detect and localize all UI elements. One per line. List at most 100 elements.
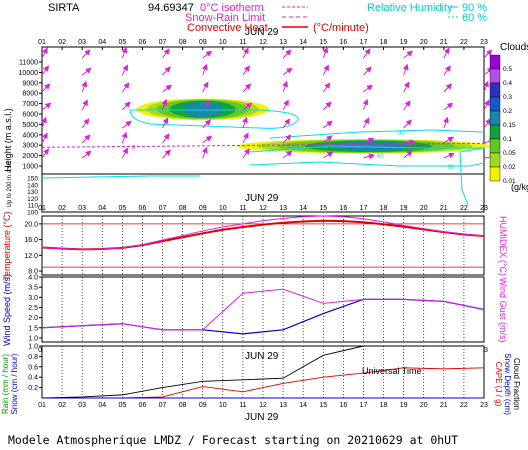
hour-top-17: 17 (360, 39, 368, 46)
cloud-colorbar: 0.5 0.4 0.3 0.2 0.15 0.1 0.05 0.02 0.01 (489, 54, 516, 185)
wind-arrow-30 (202, 81, 209, 93)
colorbar-label-6: 0.05 (503, 150, 516, 157)
wind-arrow-32 (202, 119, 212, 129)
rain-ylabel: Rain (mm / hour) (1, 354, 10, 414)
hour-top-07: 07 (159, 39, 167, 46)
panel-precip-ytick-label-1.0: 1.0 (28, 344, 38, 351)
panel-precip-hour-06: 06 (139, 402, 147, 409)
hour-mid-16: 16 (339, 205, 347, 212)
wind-arrow-13 (81, 150, 92, 159)
wind-arrow-31 (202, 100, 210, 111)
wind-arrow-49 (322, 46, 329, 59)
wind-arrow-55 (323, 151, 334, 159)
panel-precip-hour-10: 10 (219, 402, 227, 409)
hour-top-09: 09 (199, 39, 207, 46)
hour-top-10: 10 (219, 39, 227, 46)
panel-precip-hour-09: 09 (199, 402, 207, 409)
height-tick-label-7000: 7000 (22, 101, 38, 108)
wind-arrow-73 (443, 102, 454, 111)
panel-precip-ytick-label-0.4: 0.4 (28, 375, 38, 382)
panel-temp-ytick-label-12.0: 12.0 (24, 253, 38, 260)
panel-wind-ytick-label-2.5: 2.5 (28, 305, 38, 312)
wind-arrow-42 (282, 49, 292, 59)
rh-contour-5 (459, 147, 485, 206)
panel-precip-hour-08: 08 (179, 402, 187, 409)
panel-temp-ytick-label-20.0: 20.0 (24, 221, 38, 228)
panel-precip-hour-13: 13 (279, 402, 287, 409)
legend-rh-90: 90 % (462, 2, 487, 14)
wind-arrow-28 (202, 50, 213, 59)
wind-arrow-3 (41, 102, 52, 111)
temp-ylabel: Temperature (°C) (2, 211, 12, 280)
hour-mid-17: 17 (360, 205, 368, 212)
panel-wind-ytick-label-2.0: 2.0 (28, 315, 38, 322)
hour-top-20: 20 (420, 39, 428, 46)
height-panel: 9060900110001000090008000700060005000400… (19, 39, 496, 217)
wind-arrow-25 (162, 117, 169, 129)
legend-rh-60: 60 % (462, 12, 487, 24)
hour-mid-21: 21 (440, 205, 448, 212)
panel-precip-hour-02: 02 (58, 402, 66, 409)
footer-title: Modele Atmospherique LMDZ / Forecast sta… (8, 433, 458, 447)
wind-arrow-8 (81, 67, 92, 76)
panel-precip-hour-01: 01 (38, 402, 46, 409)
panel-temp-ytick-label-8.0: 8.0 (28, 269, 38, 276)
wind-arrow-20 (121, 147, 128, 159)
wind-arrow-16 (121, 82, 130, 93)
wind-arrow-46 (282, 118, 291, 129)
colorbar-cell-7 (489, 152, 501, 168)
date-label-mid: JUN 29 (245, 193, 279, 204)
wind-arrow-19 (121, 131, 128, 144)
lowheight-tick-label-150: 150 (27, 176, 38, 183)
colorbar-cell-3 (489, 96, 501, 112)
colorbar-label-2: 0.3 (503, 94, 512, 101)
wind-arrow-4 (41, 116, 47, 129)
panel-precip-hour-18: 18 (380, 402, 388, 409)
legend-rh: Relative Humidity (367, 2, 453, 14)
wind-arrow-72 (443, 83, 453, 93)
wind-arrow-9 (81, 80, 88, 93)
wind-arrow-24 (161, 98, 168, 111)
wind-arrow-17 (122, 101, 131, 111)
date-label-wind: JUN 29 (245, 351, 279, 362)
wind-arrow-39 (242, 116, 248, 129)
precipitation-panel: 1.0 0.8 0.6 0.4 0.2 01 02 03 04 05 06 07 08 09 10 11 12 1… (28, 344, 488, 410)
lowheight-tick-label-100: 100 (27, 210, 38, 217)
hour-top-13: 13 (279, 39, 287, 46)
colorbar-label-4: 0.15 (503, 122, 516, 129)
panel-wind-ytick-label-4.0: 4.0 (28, 275, 38, 282)
height-tick-label-8000: 8000 (22, 91, 38, 98)
hour-top-21: 21 (440, 39, 448, 46)
height-tick-label-1000: 1000 (22, 164, 38, 171)
panel-temp-ytick-label-16.0: 16.0 (24, 237, 38, 244)
hour-top-14: 14 (299, 39, 307, 46)
rh-contour-2 (269, 129, 485, 139)
legend-isotherm: 0°C isotherm (200, 2, 264, 14)
temperature-panel: 20.0 16.0 12.0 8.0 (24, 215, 485, 276)
hour-top-11: 11 (239, 39, 246, 46)
hour-top-01: 01 (38, 39, 46, 46)
panel-precip-frame (41, 345, 485, 399)
wind-arrow-44 (282, 80, 288, 93)
wind-arrow-10 (81, 99, 88, 111)
date-label-top: JUN 29 (245, 27, 279, 38)
wind-arrow-43 (282, 67, 293, 76)
rh-label-90b: 90 (448, 165, 455, 171)
rh-contour-0 (41, 175, 200, 179)
wind-arrow-59 (362, 98, 369, 111)
colorbar-unit: (g/kg) (511, 182, 528, 192)
hour-mid-23: 23 (480, 205, 488, 212)
wind-arrow-64 (402, 63, 409, 76)
panel-wind-ytick-label-1.0: 1.0 (28, 335, 38, 342)
hour-mid-04: 04 (98, 205, 106, 212)
wind-arrow-81 (483, 118, 492, 129)
colorbar-cell-5 (489, 124, 501, 140)
panel-precip-ytick-label-0.2: 0.2 (28, 385, 38, 392)
wind-arrow-65 (403, 81, 410, 93)
wind-arrow-52 (322, 101, 332, 111)
wind-arrow-15 (121, 64, 128, 76)
panel-precip-ytick-label-0.8: 0.8 (28, 354, 38, 361)
hour-mid-14: 14 (299, 205, 307, 212)
snow-ylabel: Snow (cm / hour) (10, 353, 19, 414)
hour-top-23: 23 (480, 39, 488, 46)
